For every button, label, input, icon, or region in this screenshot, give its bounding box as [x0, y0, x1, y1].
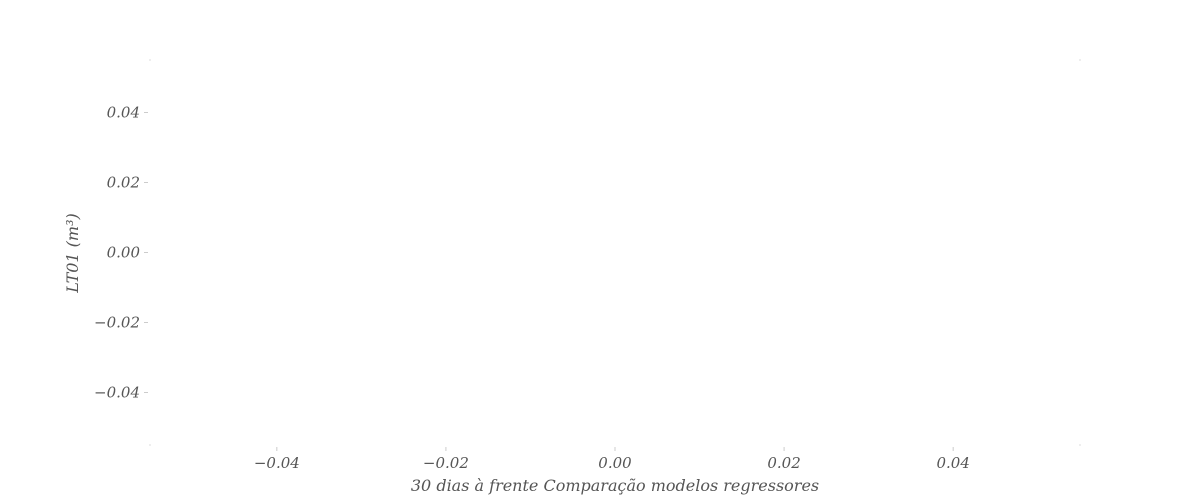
y-tick-label: 0.00 — [107, 244, 141, 262]
x-axis-ticks: −0.04 −0.02 0.00 0.02 0.04 — [254, 447, 970, 472]
x-tick-label: 0.04 — [936, 454, 969, 472]
x-tick-label: 0.02 — [767, 454, 800, 472]
x-tick-label: −0.04 — [254, 454, 300, 472]
y-tick-label: 0.04 — [107, 104, 140, 122]
x-tick-label: 0.00 — [598, 454, 632, 472]
plot-corner-mark — [1079, 59, 1081, 61]
y-axis-label: LT01 (m³) — [63, 213, 82, 294]
plot-corner-mark — [149, 444, 151, 446]
y-tick-label: −0.04 — [94, 384, 140, 402]
plot-corner-mark — [1079, 444, 1081, 446]
y-tick-label: −0.02 — [94, 314, 140, 332]
plot-area-corners — [149, 59, 1081, 446]
y-axis-ticks: 0.04 0.02 0.00 −0.02 −0.04 — [94, 104, 148, 402]
x-axis-label: 30 dias à frente Comparação modelos regr… — [411, 476, 819, 495]
y-tick-label: 0.02 — [107, 174, 140, 192]
x-tick-label: −0.02 — [423, 454, 469, 472]
plot-corner-mark — [149, 59, 151, 61]
